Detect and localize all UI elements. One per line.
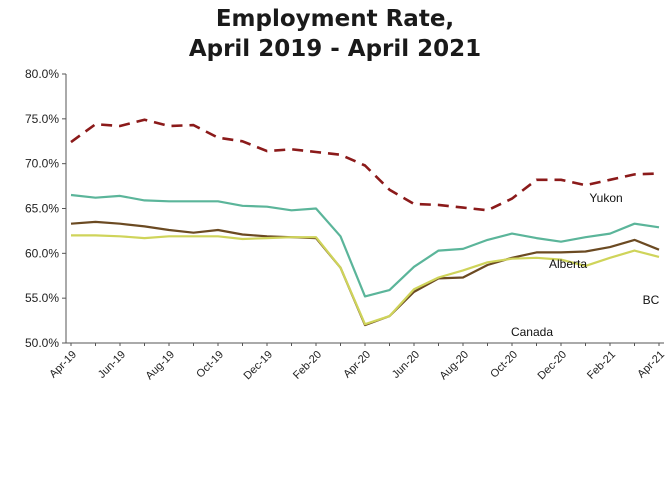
x-tick-label: Dec-19 — [242, 349, 276, 383]
x-tick-label: Apr-21 — [635, 349, 667, 381]
x-tick-label: Oct-20 — [488, 349, 520, 381]
series-line-alberta — [70, 193, 660, 298]
x-tick-label: Aug-20 — [438, 349, 472, 383]
x-tick-label: Apr-19 — [47, 349, 79, 381]
series-label-alberta: Alberta — [549, 257, 587, 271]
series-label-yukon: Yukon — [589, 191, 622, 205]
y-tick-label: 60.0% — [25, 246, 59, 260]
y-tick-label: 80.0% — [25, 67, 59, 81]
x-tick-label: Jun-20 — [390, 349, 422, 381]
x-tick-label: Jun-19 — [96, 349, 128, 381]
y-tick-label: 65.0% — [25, 202, 59, 216]
y-tick-label: 50.0% — [25, 336, 59, 350]
x-tick-label: Dec-20 — [536, 349, 570, 383]
series-label-canada: Canada — [511, 325, 553, 339]
chart-title-line-1: Employment Rate, — [215, 6, 455, 32]
chart-title-line-2: April 2019 - April 2021 — [188, 36, 482, 62]
x-tick-label: Feb-20 — [291, 349, 324, 382]
y-tick-label: 75.0% — [25, 112, 59, 126]
series-line-canada — [71, 234, 660, 326]
series-line-yukon — [70, 118, 660, 212]
y-tick-label: 70.0% — [25, 157, 59, 171]
series-label-bc: BC — [643, 293, 660, 307]
x-tick-label: Feb-21 — [585, 349, 618, 382]
x-tick-label: Aug-19 — [144, 349, 178, 383]
y-tick-label: 55.0% — [25, 291, 59, 305]
x-tick-label: Apr-20 — [341, 349, 373, 381]
x-tick-label: Oct-19 — [194, 349, 226, 381]
